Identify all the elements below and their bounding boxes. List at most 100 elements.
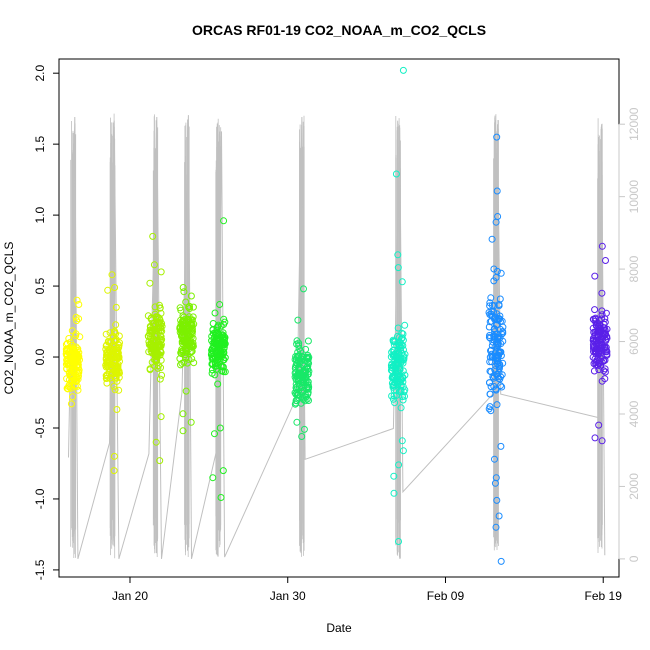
data-point [590, 316, 598, 324]
data-point [291, 364, 299, 372]
data-point [111, 354, 119, 362]
data-point [293, 418, 301, 426]
data-point [496, 334, 504, 342]
data-point [104, 353, 112, 361]
data-point [180, 328, 188, 336]
data-point [214, 380, 222, 388]
data-point [496, 295, 504, 303]
data-point [221, 368, 229, 376]
data-point [390, 341, 398, 349]
data-point [211, 371, 219, 379]
data-point [401, 321, 409, 329]
data-point [589, 324, 597, 332]
data-point [388, 363, 395, 371]
data-point [589, 336, 597, 344]
data-point [156, 332, 164, 340]
data-point [179, 427, 187, 435]
data-point [591, 348, 599, 356]
data-point [74, 386, 82, 394]
data-point [490, 265, 498, 273]
y-tick-label: 0.0 [33, 348, 47, 365]
data-point [491, 328, 499, 336]
data-point [491, 353, 499, 361]
data-point [146, 279, 154, 287]
data-point [303, 395, 311, 403]
data-point [73, 317, 81, 325]
data-point [152, 315, 160, 323]
data-point [211, 363, 219, 370]
y-tick-label: 1.5 [33, 135, 47, 152]
data-point [156, 457, 164, 465]
data-point [497, 269, 505, 277]
data-point [75, 315, 83, 323]
data-point [391, 399, 399, 407]
data-point [300, 425, 308, 433]
data-point [217, 494, 225, 501]
data-point [216, 301, 224, 308]
data-point [64, 357, 72, 365]
data-point [186, 316, 194, 324]
data-point [179, 284, 187, 291]
data-point [149, 232, 157, 240]
data-point [301, 397, 309, 405]
data-point [112, 303, 120, 311]
y-tick-label: 0.5 [33, 277, 47, 294]
data-point [487, 317, 495, 325]
data-point [179, 410, 187, 418]
data-point [293, 389, 301, 397]
data-point [110, 467, 118, 475]
data-point [297, 370, 305, 377]
data-point [294, 316, 302, 324]
data-point [186, 302, 193, 310]
data-point [486, 299, 494, 307]
data-point [304, 353, 312, 361]
data-point [72, 330, 80, 338]
data-point [102, 330, 110, 338]
data-point [498, 383, 506, 391]
data-point [401, 392, 408, 400]
data-point [185, 340, 193, 348]
data-point [602, 257, 609, 264]
data-point [301, 369, 309, 377]
y2-tick-label: 10000 [627, 180, 641, 214]
data-point [496, 315, 504, 323]
data-point [68, 351, 75, 359]
data-point [397, 358, 405, 366]
data-point [66, 383, 74, 391]
data-point [150, 261, 158, 269]
data-point [177, 320, 185, 328]
data-point [110, 452, 118, 460]
data-point [114, 353, 122, 361]
y-tick-label: -0.5 [33, 417, 47, 438]
data-point [149, 342, 157, 350]
data-point [495, 314, 502, 322]
data-point [486, 302, 494, 310]
data-point [214, 321, 222, 329]
data-point [597, 343, 605, 351]
data-point [395, 461, 403, 469]
data-point [186, 305, 194, 312]
data-point [298, 389, 306, 397]
data-point [392, 170, 400, 178]
data-point [74, 357, 82, 365]
data-point [216, 357, 224, 365]
data-point [594, 333, 602, 341]
data-point [298, 433, 306, 440]
data-point [220, 217, 228, 225]
data-point [109, 346, 117, 354]
y2-tick-label: 4000 [627, 400, 641, 427]
data-point [152, 351, 159, 359]
data-point [499, 359, 507, 367]
data-point [598, 437, 606, 445]
data-point [486, 390, 494, 398]
data-point [69, 393, 76, 401]
data-point [491, 479, 499, 487]
flight-points-2 [102, 271, 123, 475]
data-point [180, 288, 188, 296]
data-point [152, 438, 160, 446]
data-point [112, 321, 120, 329]
data-point [207, 351, 215, 359]
data-point [494, 340, 502, 348]
data-point [113, 345, 121, 353]
data-point [187, 418, 195, 426]
